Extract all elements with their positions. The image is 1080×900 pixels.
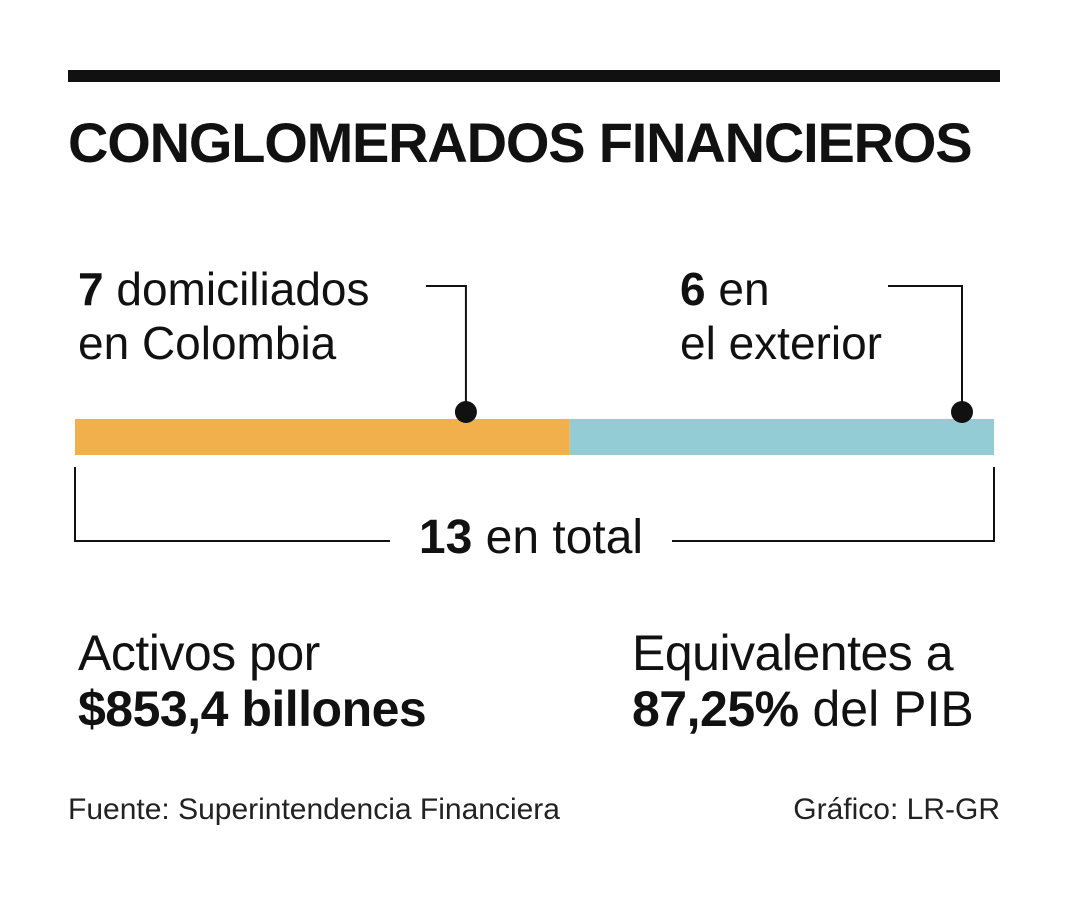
bar-segment-exterior	[569, 419, 994, 455]
total-text: en total	[485, 511, 644, 564]
label-colombia-text1: domiciliados	[116, 263, 370, 315]
stat-gdp-suffix: del PIB	[812, 681, 974, 737]
label-colombia-number: 7	[78, 263, 104, 315]
label-exterior-text2: el exterior	[680, 317, 882, 369]
graphic-credit: Gráfico: LR-GR	[793, 793, 1000, 826]
label-colombia: 7 domiciliados en Colombia	[78, 262, 376, 370]
label-exterior-number: 6	[680, 263, 706, 315]
source-note: Fuente: Superintendencia Financiera	[68, 793, 560, 826]
chart-title: CONGLOMERADOS FINANCIEROS	[68, 111, 973, 174]
stat-gdp-label: Equivalentes a	[632, 625, 954, 681]
label-colombia-text2: en Colombia	[78, 317, 337, 369]
stat-gdp: Equivalentes a 87,25% del PIB	[632, 625, 974, 737]
marker-dot-colombia	[454, 401, 477, 423]
marker-dot-exterior	[951, 401, 973, 423]
stat-gdp-value: 87,25%	[632, 681, 799, 737]
leader-line-colombia	[425, 285, 467, 412]
total-label: 13 en total	[390, 508, 672, 568]
stat-assets: Activos por $853,4 billones	[78, 625, 427, 737]
top-rule	[68, 70, 1000, 82]
stat-assets-label: Activos por	[78, 625, 320, 681]
bar-segment-colombia	[75, 419, 570, 455]
stat-assets-value: $853,4 billones	[78, 681, 427, 737]
label-exterior: 6 en el exterior	[680, 262, 888, 370]
total-number: 13	[418, 511, 473, 564]
label-exterior-text1: en	[718, 263, 770, 315]
